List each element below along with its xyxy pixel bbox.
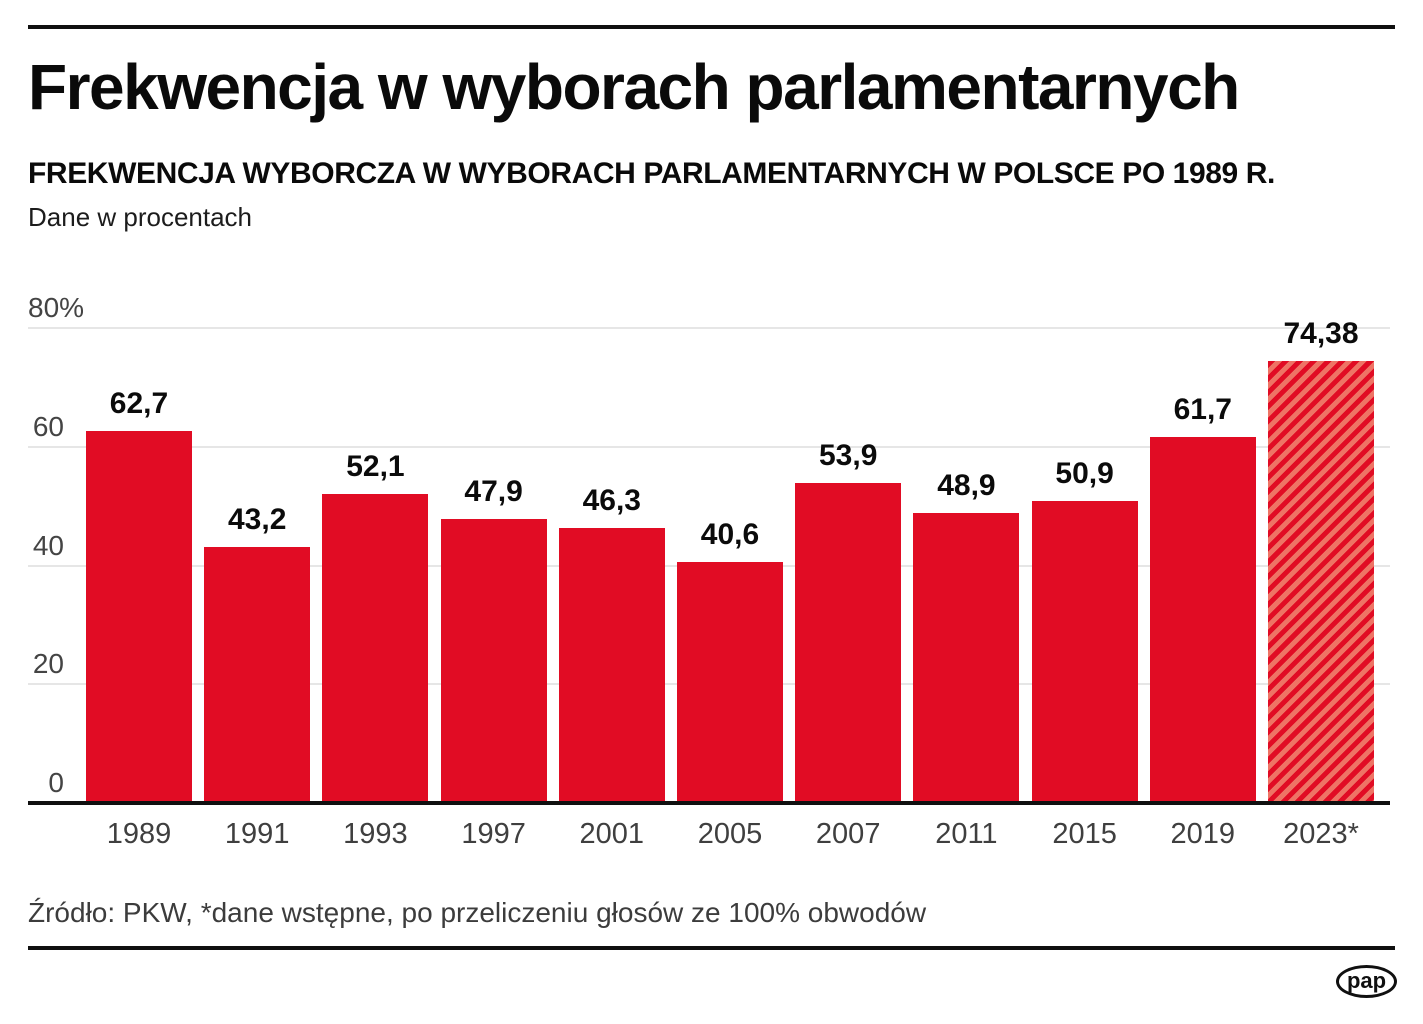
x-axis-label: 2005	[697, 818, 763, 850]
y-axis-tick-label: 20	[32, 648, 64, 680]
bar-value-label: 53,9	[818, 438, 878, 472]
bar-hatched	[1268, 361, 1374, 803]
bar-value-label: 62,7	[109, 386, 169, 420]
bar-value-label: 50,9	[1055, 456, 1114, 490]
bar	[677, 561, 783, 803]
x-axis-label: 1991	[224, 818, 290, 850]
bar	[440, 518, 547, 803]
x-axis-label: 2019	[1170, 818, 1236, 850]
units-note: Dane w procentach	[28, 202, 253, 232]
bar	[86, 430, 192, 803]
y-axis-tick-label: 40	[32, 529, 64, 561]
bar-value-label: 61,7	[1173, 392, 1232, 426]
bar	[204, 546, 311, 803]
x-axis-label: 1989	[106, 818, 172, 850]
x-axis-label: 2011	[935, 818, 998, 850]
gridline	[28, 445, 1390, 448]
bar	[322, 493, 429, 803]
x-axis-label: 2007	[815, 818, 881, 850]
x-axis-label: 1993	[343, 818, 408, 850]
bar	[1031, 500, 1138, 803]
chart-subtitle: FREKWENCJA WYBORCZA W WYBORACH PARLAMENT…	[28, 157, 1275, 190]
x-axis-label: 2023*	[1283, 818, 1359, 850]
bar-value-label: 40,6	[700, 517, 760, 551]
y-axis-tick-label: 0	[48, 767, 64, 798]
pap-logo: pap	[1336, 965, 1397, 998]
bar	[913, 512, 1020, 803]
bar-value-label: 47,9	[464, 474, 523, 508]
x-axis-label: 2001	[579, 818, 645, 850]
bar-value-label: 74,38	[1283, 317, 1359, 351]
bar	[558, 528, 665, 803]
x-axis-label: 2015	[1052, 818, 1117, 850]
bar-value-label: 43,2	[227, 502, 287, 536]
bar-value-label: 48,9	[937, 468, 996, 502]
x-axis-label: 1997	[461, 818, 526, 850]
pap-logo-text: pap	[1346, 967, 1387, 993]
x-axis-line	[28, 801, 1390, 805]
y-axis-tick-label: 60	[32, 410, 64, 442]
y-axis-tick-label: 80%	[28, 292, 85, 323]
bar-value-label: 46,3	[582, 484, 641, 518]
top-divider	[28, 25, 1395, 29]
bar	[795, 482, 902, 803]
source-note: Źródło: PKW, *dane wstępne, po przelicze…	[28, 897, 927, 928]
bottom-divider	[28, 946, 1395, 950]
bar-value-label: 52,1	[346, 449, 405, 483]
page-title: Frekwencja w wyborach parlamentarnych	[28, 51, 1240, 123]
gridline	[28, 327, 1390, 329]
bar	[1149, 436, 1256, 803]
plot-area: 0 20 40 60 80% 62,7 1989 43,2 1991 52,1 1993 47,9 19…	[28, 294, 1390, 849]
